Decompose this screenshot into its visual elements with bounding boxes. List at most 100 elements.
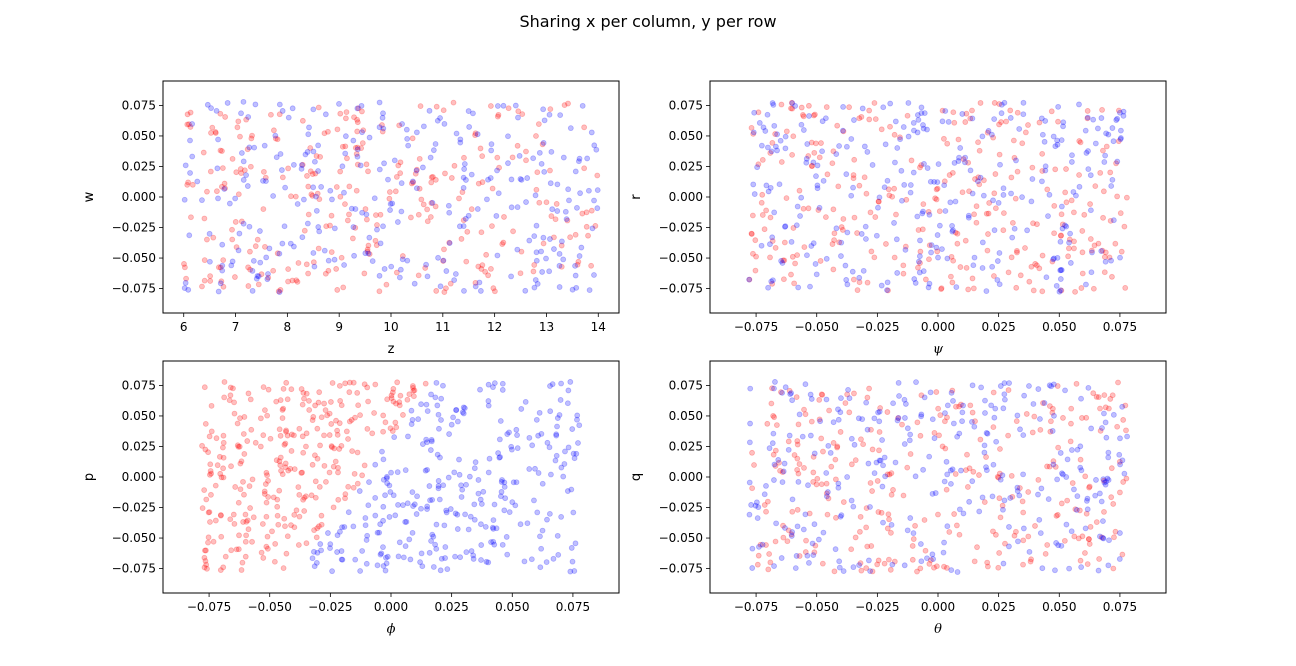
point-red [427,214,434,220]
point-red [338,254,345,261]
x-tick-label: 6 [180,320,188,334]
point-red [1112,528,1119,535]
point-red [1050,458,1057,465]
point-blue [948,389,955,396]
point-red [1036,119,1043,126]
y-axis-label: p [82,473,97,481]
point-red [213,435,220,442]
point-red [763,542,769,548]
point-red [792,260,798,267]
scatter-points [181,98,601,296]
point-blue [901,396,908,403]
point-blue [1116,451,1123,458]
point-blue [539,269,546,275]
point-red [221,379,228,385]
point-blue [376,529,383,536]
point-blue [1069,447,1075,453]
point-red [373,242,380,249]
point-blue [914,112,921,118]
point-red [837,429,844,435]
point-blue [772,143,779,150]
point-red [396,402,403,409]
point-blue [194,178,201,185]
point-blue [920,208,926,215]
point-red [1108,465,1115,472]
point-blue [1016,126,1023,132]
point-red [227,392,234,399]
point-red [210,538,217,545]
point-red [307,145,314,151]
point-blue [374,226,380,233]
point-blue [468,548,475,554]
point-blue [498,493,504,500]
point-blue [991,227,998,234]
point-blue [1054,141,1061,148]
point-blue [428,436,435,443]
point-blue [1114,158,1121,165]
point-red [946,172,953,178]
point-red [272,135,279,142]
point-red [581,165,588,172]
point-blue [884,287,890,294]
point-blue [445,202,452,209]
point-red [800,111,806,118]
point-red [1079,270,1086,277]
point-red [1118,248,1125,255]
point-blue [1001,380,1008,387]
point-blue [810,240,817,247]
point-blue [781,460,788,467]
point-blue [380,110,386,117]
point-red [761,226,768,233]
point-red [1075,535,1082,542]
point-blue [206,258,213,265]
point-blue [1117,461,1123,468]
point-red [1069,480,1076,486]
point-red [416,185,423,192]
point-red [241,491,247,498]
point-red [353,187,360,194]
point-red [795,421,802,428]
point-blue [807,391,814,398]
point-red [1101,477,1107,484]
point-red [1044,542,1051,548]
point-red [592,223,599,229]
point-blue [1068,159,1075,165]
x-tick-label: 13 [539,320,554,334]
point-red [333,417,339,424]
point-blue [434,451,441,458]
point-red [276,111,283,118]
point-blue [547,383,553,389]
point-blue [388,263,395,270]
point-blue [1016,492,1023,499]
point-blue [947,199,954,206]
x-tick-label: 0.000 [921,320,955,334]
point-blue [488,147,495,154]
point-blue [890,400,896,407]
point-blue [767,241,773,248]
point-blue [380,563,387,569]
point-red [1110,501,1117,507]
x-tick-label: 11 [435,320,450,334]
point-blue [402,467,409,474]
point-red [1044,463,1050,470]
point-red [245,283,252,289]
point-blue [526,466,533,472]
point-blue [904,425,911,432]
point-blue [436,425,442,432]
point-blue [493,213,500,219]
point-red [279,174,286,181]
point-blue [463,481,469,488]
point-red [830,440,837,446]
point-blue [983,464,989,471]
point-blue [364,532,371,539]
point-blue [770,430,777,437]
point-blue [415,416,422,423]
point-blue [989,493,996,500]
point-blue [1037,416,1043,422]
point-blue [181,285,188,292]
point-red [399,253,406,259]
point-blue [374,562,381,569]
point-blue [902,246,909,253]
point-blue [310,106,317,113]
point-red [184,181,191,188]
